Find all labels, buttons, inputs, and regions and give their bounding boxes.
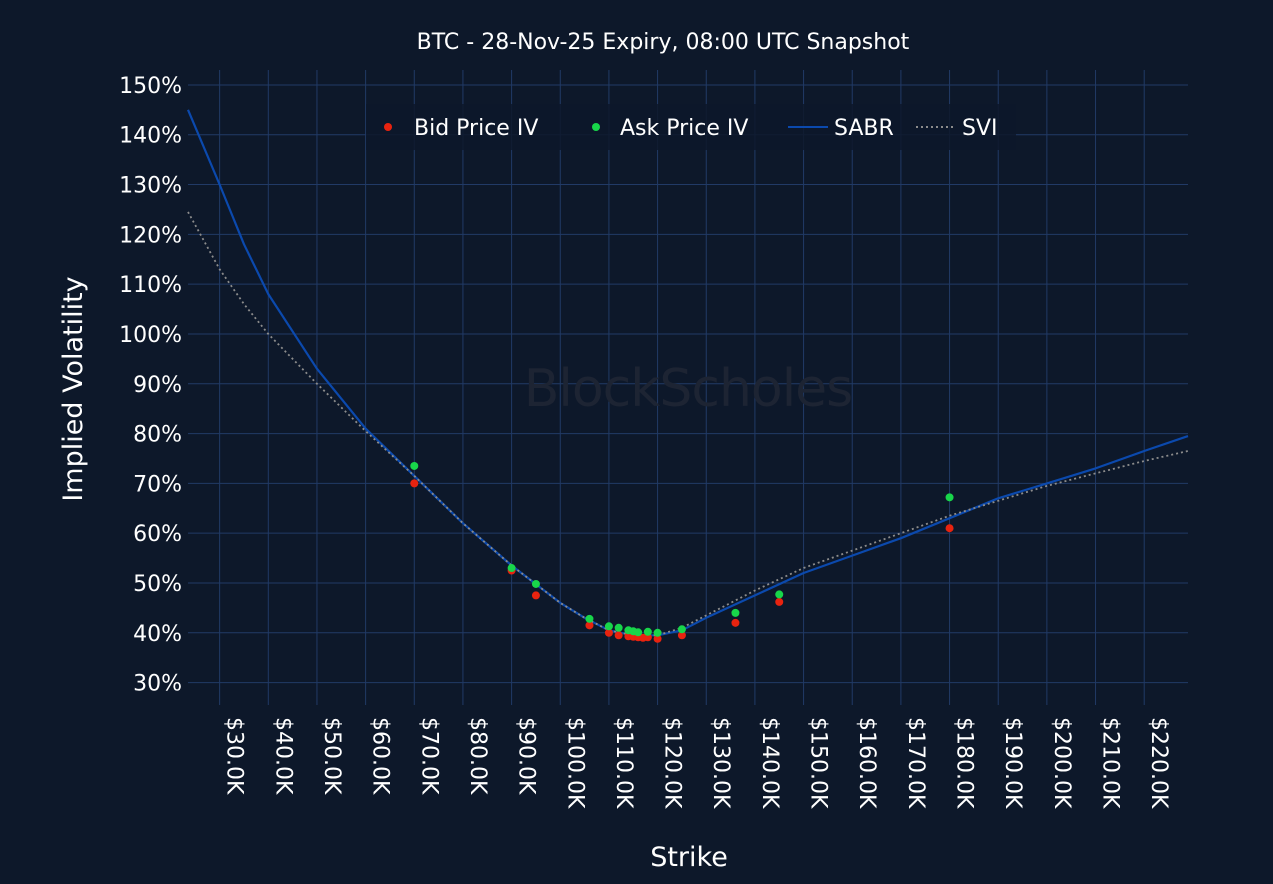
data-point-bid-price-iv: [653, 634, 662, 643]
chart-title: BTC - 28-Nov-25 Expiry, 08:00 UTC Snapsh…: [417, 30, 910, 55]
x-tick-label: $200.0K: [1049, 717, 1074, 809]
data-point-bid-price-iv: [643, 633, 652, 642]
data-point-bid-price-iv: [677, 631, 686, 640]
data-point-ask-price-iv: [775, 590, 784, 599]
legend-marker-ask-price-iv: [592, 123, 600, 131]
legend-label-svi: SVI: [962, 116, 998, 141]
y-tick-label: 100%: [119, 323, 182, 348]
data-point-bid-price-iv: [775, 597, 784, 606]
data-point-ask-price-iv: [507, 564, 516, 573]
data-point-ask-price-iv: [410, 461, 419, 470]
x-tick-label: $170.0K: [903, 717, 928, 809]
data-point-bid-price-iv: [585, 621, 594, 630]
y-tick-label: 120%: [119, 223, 182, 248]
y-tick-label: 60%: [133, 522, 182, 547]
x-tick-label: $80.0K: [465, 717, 490, 795]
x-tick-label: $180.0K: [952, 717, 977, 809]
data-point-bid-price-iv: [945, 524, 954, 533]
legend-box: [366, 104, 1016, 150]
legend: Bid Price IV Ask Price IV SABR SVI: [366, 104, 1016, 150]
x-tick-label: $30.0K: [222, 717, 247, 795]
data-point-bid-price-iv: [614, 631, 623, 640]
data-point-ask-price-iv: [585, 614, 594, 623]
x-axis: $30.0K $40.0K $50.0K $60.0K $70.0K $80.0K $90.…: [222, 717, 1172, 809]
x-tick-label: $150.0K: [806, 717, 831, 809]
y-tick-label: 150%: [119, 74, 182, 99]
legend-marker-bid-price-iv: [384, 123, 392, 131]
data-point-ask-price-iv: [731, 608, 740, 617]
x-tick-label: $120.0K: [660, 717, 685, 809]
data-point-ask-price-iv: [653, 628, 662, 637]
y-tick-label: 90%: [133, 373, 182, 398]
data-point-ask-price-iv: [614, 623, 623, 632]
x-axis-label: Strike: [650, 842, 728, 873]
legend-label-sabr: SABR: [834, 116, 894, 141]
x-tick-label: $70.0K: [416, 717, 441, 795]
x-tick-label: $140.0K: [757, 717, 782, 809]
data-point-bid-price-iv: [604, 628, 613, 637]
x-tick-label: $90.0K: [514, 717, 539, 795]
x-tick-label: $190.0K: [1000, 717, 1025, 809]
y-tick-label: 30%: [133, 672, 182, 697]
data-point-bid-price-iv: [531, 591, 540, 600]
x-tick-label: $60.0K: [368, 717, 393, 795]
legend-label-bid-price-iv: Bid Price IV: [414, 116, 538, 141]
legend-label-ask-price-iv: Ask Price IV: [620, 116, 748, 141]
grid: [188, 70, 1188, 705]
data-point-ask-price-iv: [634, 628, 643, 637]
y-tick-label: 80%: [133, 423, 182, 448]
data-point-bid-price-iv: [410, 479, 419, 488]
data-point-ask-price-iv: [643, 627, 652, 636]
x-tick-label: $40.0K: [270, 717, 295, 795]
x-tick-label: $210.0K: [1098, 717, 1123, 809]
y-axis-label: Implied Volatility: [58, 276, 89, 501]
x-tick-label: $160.0K: [854, 717, 879, 809]
y-tick-label: 40%: [133, 622, 182, 647]
x-tick-label: $100.0K: [562, 717, 587, 809]
y-tick-label: 70%: [133, 472, 182, 497]
y-tick-label: 140%: [119, 124, 182, 149]
watermark: BlockScholes: [524, 359, 853, 419]
data-point-ask-price-iv: [945, 493, 954, 502]
plot-area: [186, 109, 1189, 643]
x-tick-label: $220.0K: [1146, 717, 1171, 809]
y-tick-label: 50%: [133, 572, 182, 597]
x-tick-label: $50.0K: [319, 717, 344, 795]
y-tick-label: 130%: [119, 174, 182, 199]
data-point-ask-price-iv: [677, 625, 686, 634]
x-tick-label: $110.0K: [611, 717, 636, 809]
y-axis: 30% 40% 50% 60% 70% 80% 90% 100% 110% 120% 130% 140…: [119, 74, 182, 697]
data-point-ask-price-iv: [531, 579, 540, 588]
y-tick-label: 110%: [119, 273, 182, 298]
x-tick-label: $130.0K: [708, 717, 733, 809]
data-point-ask-price-iv: [604, 622, 613, 631]
data-point-bid-price-iv: [731, 618, 740, 627]
